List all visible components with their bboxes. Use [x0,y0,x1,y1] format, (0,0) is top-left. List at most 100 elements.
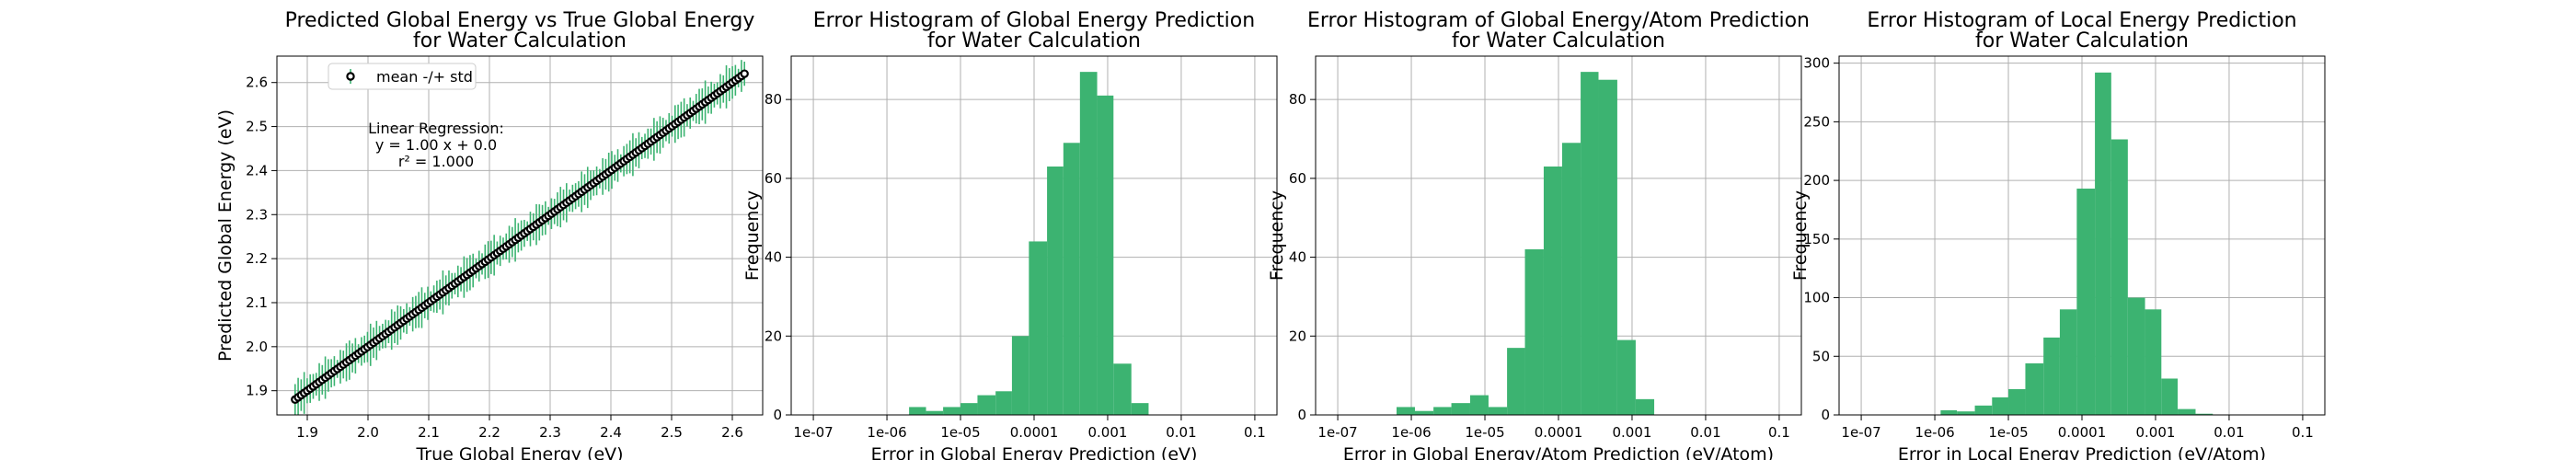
histogram-bar [2195,413,2214,415]
y-tick-label: 0 [1821,407,1830,423]
y-tick-label: 0 [773,407,782,423]
histogram-bar [1524,249,1544,415]
x-axis-label: Error in Global Energy/Atom Prediction (… [1343,444,1774,460]
data-point [740,69,749,78]
legend-box [328,63,477,90]
x-tick-label: 0.0001 [1010,424,1059,441]
plot-frame [276,55,764,416]
x-tick-label: 2.3 [539,424,561,441]
histogram-bar [1974,405,1993,415]
chart-panel-3: Error Histogram of Global Energy/Atom Pr… [1267,9,1810,460]
chart-title-line: for Water Calculation [1975,29,2189,52]
y-tick-label: 2.3 [246,206,268,223]
y-tick-label: 50 [1812,348,1830,364]
y-tick-label: 2.6 [246,75,268,91]
histogram-bar [1469,395,1489,415]
x-tick-label: 0.0001 [1535,424,1583,441]
histogram-bar [1433,407,1452,415]
x-tick-label: 0.01 [1690,424,1720,441]
data-marks [909,72,1149,415]
y-tick-label: 80 [1289,91,1306,108]
histogram-bar [1957,411,1975,415]
data-marks [291,60,749,415]
histogram-bar [1598,79,1617,415]
histogram-bar [1561,143,1581,415]
histogram-bar [1131,403,1149,415]
histogram-bar [2161,378,2179,415]
x-axis-label: Error in Local Energy Prediction (eV/Ato… [1898,444,2266,460]
histogram-bar [2110,139,2128,415]
histogram-bar [926,410,944,415]
histogram-bar [2145,309,2162,415]
histogram-bar [1097,95,1114,415]
chart-title-line: Error Histogram of Local Energy Predicti… [1867,9,2296,32]
x-tick-label: 2.5 [661,424,683,441]
x-tick-label: 0.1 [1244,424,1266,441]
chart-title-line: for Water Calculation [1452,29,1665,52]
data-marks [1940,72,2214,415]
histogram-bar [2178,408,2196,415]
regression-annotation: Linear Regression:y = 1.00 x + 0.0r² = 1… [368,120,504,170]
histogram-bar [1992,397,2009,415]
chart-title-line: for Water Calculation [927,29,1141,52]
histogram-bar [2043,337,2060,415]
x-tick-label: 0.001 [2135,424,2175,441]
x-tick-label: 2.6 [721,424,743,441]
y-tick-label: 250 [1803,113,1830,130]
y-tick-label: 150 [1803,231,1830,247]
data-marks [1397,72,1655,415]
chart-title-line: Error Histogram of Global Energy/Atom Pr… [1307,9,1810,32]
histogram-bar [1047,167,1064,415]
y-tick-label: 2.4 [246,162,268,178]
y-tick-label: 40 [765,249,782,266]
annotation-line: y = 1.00 x + 0.0 [375,136,497,154]
histogram-bar [995,391,1012,415]
x-tick-label: 0.0001 [2058,424,2107,441]
y-tick-label: 2.1 [246,294,268,311]
histogram-bar [2059,309,2077,415]
x-tick-label: 0.1 [1768,424,1790,441]
x-axis-label: True Global Energy (eV) [415,444,623,460]
histogram-bar [1079,72,1098,415]
histogram-bar [1507,348,1525,415]
x-tick-label: 1e-05 [1988,424,2028,441]
chart-title-line: Error Histogram of Global Energy Predict… [813,9,1255,32]
histogram-bar [1581,72,1599,415]
y-tick-label: 80 [765,91,782,108]
y-tick-label: 1.9 [246,383,268,399]
histogram-bar [943,407,961,415]
y-axis-label: Predicted Global Energy (eV) [215,109,236,362]
histogram-bar [1488,407,1508,415]
y-tick-label: 100 [1803,290,1830,306]
x-tick-label: 0.01 [2214,424,2244,441]
y-tick-label: 40 [1289,249,1306,266]
y-tick-label: 60 [1289,170,1306,187]
y-tick-label: 0 [1297,407,1306,423]
histogram-bar [1011,336,1029,415]
histogram-bar [1543,167,1562,415]
histogram-bar [2025,362,2044,415]
histogram-bar [1940,409,1958,415]
x-tick-label: 1e-07 [793,424,833,441]
x-tick-label: 1e-06 [1391,424,1431,441]
histogram-bar [2008,388,2026,415]
x-tick-label: 1e-05 [940,424,980,441]
chart-panel-4: Error Histogram of Local Energy Predicti… [1790,9,2326,460]
x-tick-label: 2.4 [600,424,622,441]
histogram-bar [909,407,926,415]
y-axis-label: Frequency [1267,190,1287,281]
chart-panel-2: Error Histogram of Global Energy Predict… [742,9,1278,460]
annotation-line: r² = 1.000 [398,153,474,170]
x-tick-label: 0.01 [1166,424,1196,441]
chart-title-line: for Water Calculation [413,29,627,52]
histogram-bar [2095,72,2111,415]
histogram-bar [1063,143,1080,415]
legend-marker-icon [346,72,355,81]
legend-label: mean -/+ std [376,68,473,86]
y-tick-label: 20 [765,328,782,344]
histogram-bar [1451,403,1470,415]
x-tick-label: 1e-06 [1915,424,1954,441]
histogram-bar [2127,297,2145,415]
x-tick-label: 1e-06 [867,424,906,441]
x-tick-label: 2.2 [478,424,500,441]
